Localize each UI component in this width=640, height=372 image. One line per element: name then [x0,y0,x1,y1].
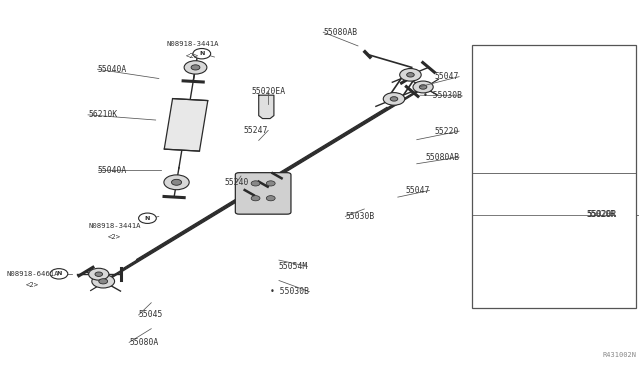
Text: N: N [145,216,150,221]
Circle shape [400,68,421,81]
Text: N08918-6461A: N08918-6461A [6,271,59,277]
Text: <2>: <2> [108,234,121,240]
Circle shape [184,61,207,74]
Text: 55040A: 55040A [97,166,127,174]
Text: 55240: 55240 [225,178,249,187]
Circle shape [99,279,108,284]
Circle shape [172,179,182,185]
Circle shape [193,48,211,59]
Text: 55020R: 55020R [588,210,617,219]
Text: N08918-3441A: N08918-3441A [88,223,141,229]
Circle shape [139,213,156,224]
Circle shape [383,93,404,105]
Text: 56210K: 56210K [88,110,117,119]
Text: 55020R: 55020R [586,210,615,219]
Text: 55080AB: 55080AB [323,28,357,37]
Circle shape [406,73,414,77]
Circle shape [266,196,275,201]
Text: 55045: 55045 [139,311,163,320]
Polygon shape [164,99,208,151]
Text: 55040A: 55040A [97,65,127,74]
Text: 55220: 55220 [435,126,459,136]
Text: N: N [199,51,205,56]
Circle shape [95,272,102,276]
Text: <2>: <2> [26,282,39,288]
Text: N08918-3441A: N08918-3441A [166,41,219,47]
Text: R431002N: R431002N [602,352,636,358]
Circle shape [413,81,433,93]
Text: 55047: 55047 [435,72,459,81]
Circle shape [419,85,427,89]
Circle shape [164,175,189,190]
Bar [472,45,636,308]
Circle shape [390,97,398,101]
Text: 55030B: 55030B [346,212,374,221]
Circle shape [251,181,260,186]
FancyBboxPatch shape [236,173,291,214]
Text: 55054M: 55054M [278,262,307,271]
Text: <2>: <2> [186,52,199,58]
Circle shape [92,275,115,288]
Circle shape [50,269,68,279]
Text: 55080AB: 55080AB [425,153,459,161]
Circle shape [89,268,109,280]
Circle shape [251,196,260,201]
Text: 55080A: 55080A [129,338,158,347]
Circle shape [266,181,275,186]
Text: 55247: 55247 [244,126,268,135]
Text: 55020EA: 55020EA [251,87,285,96]
Circle shape [191,65,200,70]
Text: 55047: 55047 [405,186,429,195]
Polygon shape [259,95,274,119]
Text: N: N [56,271,61,276]
Text: • 55030B: • 55030B [270,287,309,296]
Text: • 55030B: • 55030B [423,92,462,100]
